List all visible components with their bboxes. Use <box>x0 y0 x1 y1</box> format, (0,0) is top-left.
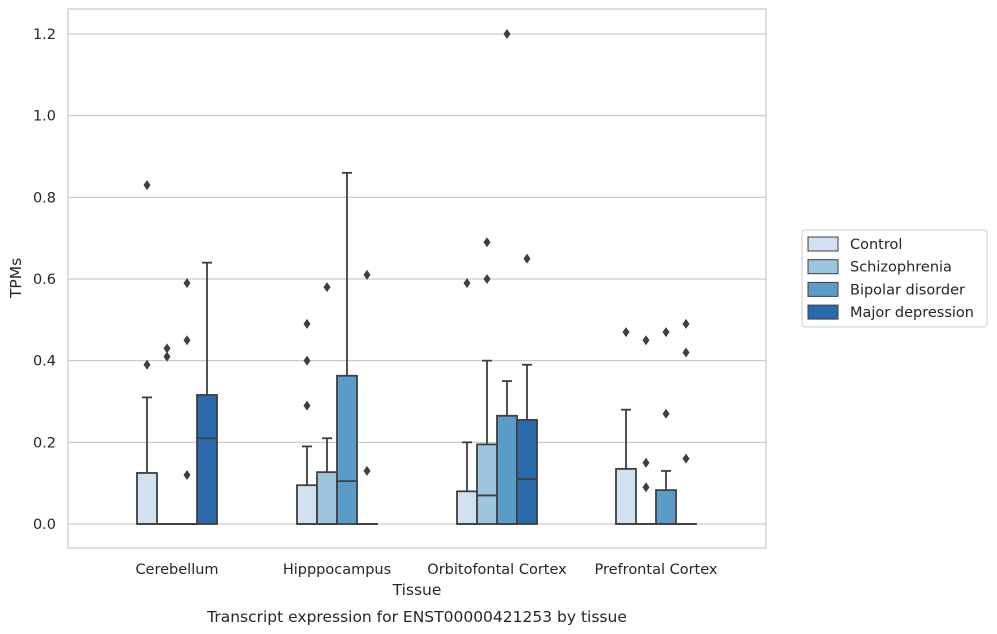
plot-frame <box>67 8 767 549</box>
outlier-point <box>503 29 511 39</box>
box-2-2 <box>496 380 518 525</box>
y-tick-label: 1.2 <box>33 27 56 43</box>
outlier-point <box>642 457 650 468</box>
box-body <box>655 489 677 525</box>
legend-swatch <box>807 236 839 252</box>
outlier-point <box>183 470 191 480</box>
outlier-point <box>682 318 690 329</box>
box-body <box>336 374 358 525</box>
outlier-point <box>143 180 151 191</box>
outlier-point <box>303 355 311 366</box>
outlier-point <box>143 359 151 370</box>
outlier-point <box>303 318 311 329</box>
y-tick-labels: 0.0 0.2 0.4 0.6 0.8 1.0 1.2 <box>33 27 56 533</box>
box-body <box>496 414 518 525</box>
outlier-point <box>183 278 191 289</box>
chart-caption: Transcript expression for ENST0000042125… <box>206 608 627 626</box>
x-tick-labels: Cerebellum Hipppocampus Orbitofontal Corte… <box>135 562 717 578</box>
x-tick-label: Orbitofontal Cortex <box>427 562 567 578</box>
y-tick-label: 0.8 <box>33 190 56 206</box>
legend-swatch <box>807 281 839 297</box>
outlier-point <box>323 282 331 293</box>
y-tick-label: 0.6 <box>33 272 56 288</box>
box-2-0 <box>456 441 478 525</box>
x-tick-label: Prefrontal Cortex <box>595 562 718 578</box>
legend-frame <box>801 229 988 328</box>
box-body <box>136 472 158 525</box>
outlier-point <box>662 408 670 419</box>
box-1-0 <box>296 445 318 525</box>
grid-lines <box>68 33 766 525</box>
box-body <box>196 394 218 525</box>
legend-label: Control <box>850 237 902 253</box>
box-1-1 <box>316 437 338 525</box>
box-3-0 <box>615 408 637 525</box>
outlier-point <box>483 274 491 284</box>
legend-label: Schizophrenia <box>850 260 952 276</box>
boxes <box>136 171 697 525</box>
y-tick-label: 0.2 <box>33 435 56 451</box>
legend-swatch <box>807 304 839 320</box>
outlier-point <box>642 482 650 493</box>
legend: Control Schizophrenia Bipolar disorder Majo… <box>801 229 988 328</box>
box-3-2 <box>655 470 677 525</box>
outlier-point <box>303 400 311 411</box>
outlier-point <box>463 278 471 289</box>
box-body <box>316 471 338 525</box>
outlier-point <box>163 351 171 362</box>
outlier-point <box>642 335 650 346</box>
outlier-point <box>363 269 371 280</box>
legend-swatch <box>807 259 839 275</box>
x-axis-label: Tissue <box>392 581 442 599</box>
legend-label: Bipolar disorder <box>850 282 965 298</box>
outlier-point <box>363 465 371 476</box>
outlier-point <box>662 327 670 338</box>
outlier-point <box>483 237 491 248</box>
outlier-point <box>682 347 690 358</box>
y-tick-label: 0.0 <box>33 517 56 533</box>
outlier-point <box>163 343 171 354</box>
outlier-point <box>622 327 630 338</box>
x-tick-label: Cerebellum <box>135 562 218 578</box>
y-axis-label: TPMs <box>7 258 25 299</box>
box-body <box>615 467 637 525</box>
box-body <box>456 490 478 525</box>
box-body <box>296 484 318 525</box>
outlier-point <box>523 253 531 264</box>
outlier-point <box>682 453 690 464</box>
box-body <box>476 443 498 525</box>
y-tick-label: 1.0 <box>33 109 56 125</box>
y-tick-label: 0.4 <box>33 354 56 370</box>
box-1-2 <box>336 171 358 525</box>
legend-label: Major depression <box>850 305 974 321</box>
outlier-point <box>183 335 191 346</box>
box-2-3 <box>516 363 538 525</box>
box-body <box>516 418 538 525</box>
box-0-3 <box>196 261 218 525</box>
box-0-0 <box>136 396 158 525</box>
x-tick-label: Hipppocampus <box>283 562 391 578</box>
outliers <box>143 29 690 493</box>
